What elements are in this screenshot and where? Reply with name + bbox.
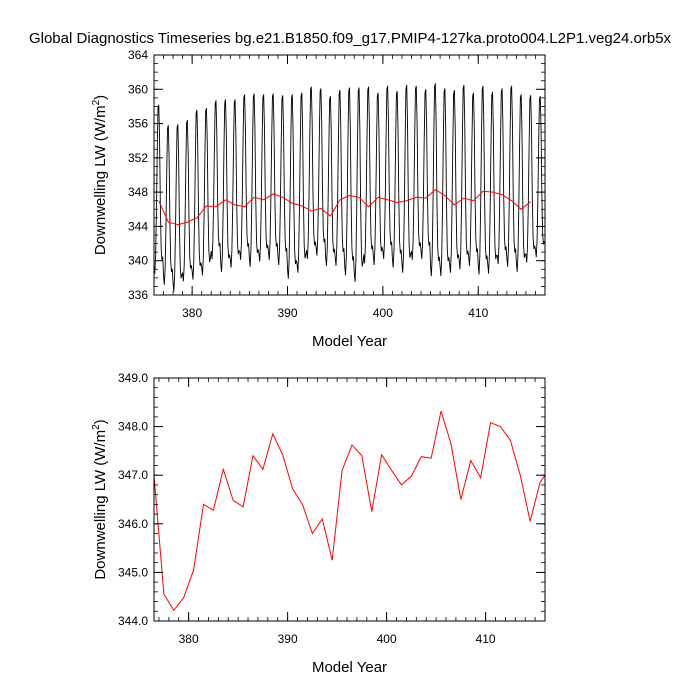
series-line-1 xyxy=(158,188,532,226)
x-tick-label: 400 xyxy=(377,632,397,646)
x-tick-label: 390 xyxy=(277,306,297,320)
y-tick-label: 360 xyxy=(128,82,148,96)
y-tick-label: 348 xyxy=(128,185,148,199)
y-tick-label: 336 xyxy=(128,288,148,302)
top-timeseries-panel: 380 390 400 410 336 340 344 348 352 356 360 364 Mode… xyxy=(91,48,546,350)
y-tick-label: 345.0 xyxy=(118,565,148,579)
y-axis-label-superscript: 2 xyxy=(91,424,102,430)
x-tick-label: 380 xyxy=(182,306,202,320)
y-axis-label: Downwelling LW (W/m2) xyxy=(91,95,109,255)
y-tick-label: 352 xyxy=(128,151,148,165)
x-tick-label: 410 xyxy=(468,306,488,320)
y-axis-label-end: ) xyxy=(92,95,109,100)
x-axis-label: Model Year xyxy=(312,333,387,350)
y-tick-label: 344 xyxy=(128,219,148,233)
x-tick-label: 410 xyxy=(476,632,496,646)
series-line-0 xyxy=(153,83,545,292)
plot-frame xyxy=(153,377,546,622)
y-tick-label: 364 xyxy=(128,48,148,62)
x-tick-label: 400 xyxy=(373,306,393,320)
y-axis-label-main: Downwelling LW (W/m xyxy=(92,105,109,255)
y-tick-label: 349.0 xyxy=(118,371,148,385)
y-axis-label: Downwelling LW (W/m2) xyxy=(91,419,109,579)
bottom-annual-mean-panel: 380 390 400 410 344.0 345.0 346.0 347.0 348.0 349… xyxy=(91,371,546,676)
y-tick-label: 348.0 xyxy=(118,420,148,434)
y-axis-label-superscript: 2 xyxy=(91,99,102,105)
y-tick-label: 346.0 xyxy=(118,517,148,531)
y-tick-label: 347.0 xyxy=(118,468,148,482)
y-tick-label: 344.0 xyxy=(118,614,148,628)
x-tick-label: 380 xyxy=(179,632,199,646)
y-axis-label-main: Downwelling LW (W/m xyxy=(92,430,109,580)
y-tick-label: 340 xyxy=(128,254,148,268)
y-axis-label-end: ) xyxy=(92,419,109,424)
y-tick-label: 356 xyxy=(128,117,148,131)
series-line-0 xyxy=(153,410,546,612)
x-axis-label: Model Year xyxy=(312,659,387,676)
x-tick-label: 390 xyxy=(278,632,298,646)
chart-title: Global Diagnostics Timeseries bg.e21.B18… xyxy=(29,30,672,47)
